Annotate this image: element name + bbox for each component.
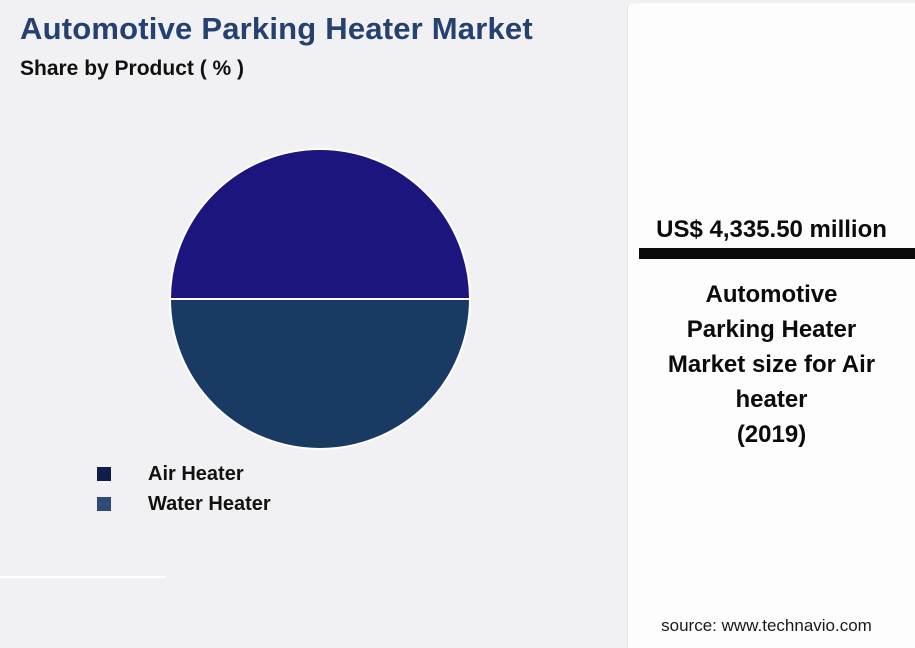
page-subtitle: Share by Product ( % ) (20, 57, 245, 80)
legend-item-air-heater: Air Heater (97, 459, 271, 489)
legend-marker-icon (97, 497, 111, 511)
accent-bar (639, 248, 915, 259)
legend-marker-icon (97, 467, 111, 481)
stat-description: Automotive Parking Heater Market size for … (636, 277, 907, 452)
callout-panel: US$ 4,335.50 million Automotive Parking H… (627, 2, 915, 648)
legend-label: Air Heater (148, 462, 244, 485)
stat-value: US$ 4,335.50 million (656, 216, 887, 243)
stat-description-line: Market size for Air (667, 351, 876, 378)
stat-description-line: Automotive (705, 281, 838, 308)
stat-description-line: Parking Heater (686, 316, 857, 343)
pie-slice-water-heater (168, 298, 472, 450)
page-title: Automotive Parking Heater Market (20, 11, 533, 46)
stat-description-line: (2019) (736, 421, 807, 448)
legend-item-water-heater: Water Heater (97, 489, 271, 519)
legend-label: Water Heater (148, 492, 271, 515)
pie-chart-svg (168, 148, 472, 450)
pie-slice-air-heater (168, 148, 472, 300)
stat-description-line: heater (735, 386, 808, 413)
faint-divider-line (0, 576, 166, 578)
chart-legend: Air Heater Water Heater (97, 459, 271, 519)
pie-chart (168, 147, 472, 451)
source-note: source: www.technavio.com (661, 616, 872, 635)
